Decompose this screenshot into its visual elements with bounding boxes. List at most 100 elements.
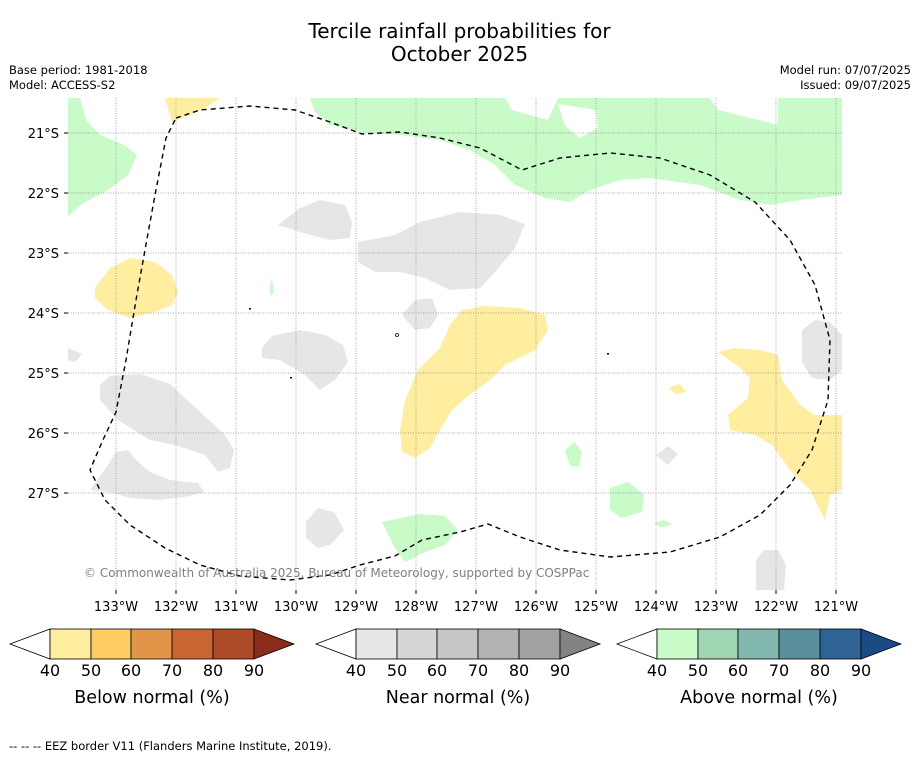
near-region-4 [262, 330, 348, 390]
below-region-5 [718, 348, 842, 520]
legend-below-tick: 70 [162, 661, 182, 680]
legend-above-low-arrow [615, 628, 658, 660]
legend-near-swatch-5 [518, 628, 561, 660]
lon-label: 125°W [574, 600, 618, 615]
legend-near-low-arrow [314, 628, 357, 660]
above-hole [558, 104, 598, 138]
above-region-north [310, 98, 842, 205]
legend-above-swatch-1 [656, 628, 699, 660]
above-normal-regions [68, 98, 842, 562]
legend-near-swatch-4 [477, 628, 520, 660]
metadata-right: Model run: 07/07/2025 Issued: 09/07/2025 [780, 63, 911, 93]
legend-near-tick: 80 [509, 661, 529, 680]
near-region-1 [278, 200, 352, 240]
lat-label: 27°S [28, 487, 59, 502]
island-mark [249, 308, 251, 310]
lon-label: 126°W [514, 600, 558, 615]
island-mark [395, 333, 399, 337]
legend-below-normal: 40 50 60 70 80 90 Below normal (%) [8, 628, 296, 708]
title-line-2: October 2025 [390, 42, 529, 66]
lat-label: 24°S [28, 307, 59, 322]
near-region-3 [402, 298, 438, 330]
legend-above-tick: 60 [728, 661, 748, 680]
above-region-south [382, 514, 458, 562]
above-region-west [68, 98, 137, 216]
legend-near-normal: 40 50 60 70 80 90 Near normal (%) [314, 628, 602, 708]
legend-below-tick: 80 [203, 661, 223, 680]
lon-label: 122°W [754, 600, 798, 615]
legend-near-label: Near normal (%) [386, 688, 531, 708]
lat-label: 22°S [28, 187, 59, 202]
below-region-2 [95, 258, 178, 318]
legend-below-label: Below normal (%) [74, 688, 229, 708]
legend-above-normal: 40 50 60 70 80 90 Above normal (%) [615, 628, 903, 708]
legend-near-swatch-2 [396, 628, 438, 660]
base-period: Base period: 1981-2018 [9, 63, 148, 77]
legend-near-tick: 70 [468, 661, 488, 680]
grid [68, 98, 842, 590]
copyright-notice: © Commonwealth of Australia 2025, Bureau… [84, 566, 589, 580]
lat-label: 21°S [28, 127, 59, 142]
eez-footnote: -- -- -- EEZ border V11 (Flanders Marine… [9, 739, 332, 753]
above-region-small-1 [565, 442, 582, 467]
legend-above-tick: 50 [688, 661, 708, 680]
near-region-9 [656, 446, 678, 465]
near-region-6 [90, 450, 204, 500]
near-region-8 [306, 508, 344, 548]
legend-above-tick: 40 [647, 661, 667, 680]
legend-above-tick: 90 [851, 661, 871, 680]
legend-near-swatch-3 [436, 628, 479, 660]
legend-below-tick: 90 [244, 661, 264, 680]
island-mark [290, 377, 292, 379]
above-region-small-2 [610, 482, 644, 518]
lon-label: 121°W [814, 600, 858, 615]
above-island-top-right [822, 123, 842, 130]
legend-below-swatch-4 [171, 628, 214, 660]
legend-above-swatch-3 [737, 628, 780, 660]
map-title: Tercile rainfall probabilities for Octob… [0, 20, 919, 66]
near-region-11 [756, 550, 786, 590]
lon-label: 133°W [94, 600, 138, 615]
legend-near-tick: 40 [346, 661, 366, 680]
legend-near-tick: 60 [427, 661, 447, 680]
legend-below-low-arrow [8, 628, 51, 660]
legend-below-swatch-1 [49, 628, 92, 660]
legend-above-swatch-5 [819, 628, 862, 660]
lon-label: 128°W [394, 600, 438, 615]
above-region-small-4 [270, 278, 274, 296]
legend-below-swatch-2 [90, 628, 132, 660]
legend-above-high-arrow [860, 628, 903, 660]
lon-label: 131°W [214, 600, 258, 615]
lon-labels: 133°W 132°W 131°W 130°W 129°W 128°W 127°… [94, 600, 858, 615]
map-area: 21°S 22°S 23°S 24°S 25°S 26°S 27°S 133°W… [28, 98, 858, 615]
legend-near-tick: 50 [387, 661, 407, 680]
axis-ticks [64, 132, 837, 594]
near-region-5 [100, 374, 234, 472]
lat-label: 23°S [28, 247, 59, 262]
near-normal-regions [68, 200, 842, 590]
lat-label: 26°S [28, 427, 59, 442]
above-region-small-3 [654, 520, 672, 527]
below-region-3 [400, 306, 548, 458]
island-mark [607, 353, 609, 355]
legend-below-tick: 50 [81, 661, 101, 680]
legend-near-swatch-1 [355, 628, 398, 660]
legend-below-swatch-3 [130, 628, 173, 660]
legend-below-tick: 40 [40, 661, 60, 680]
near-region-10 [802, 320, 842, 380]
metadata-left: Base period: 1981-2018 Model: ACCESS-S2 [9, 63, 148, 93]
legend-below-high-arrow [253, 628, 296, 660]
issued-date: Issued: 09/07/2025 [800, 78, 911, 92]
legend-near-tick: 90 [550, 661, 570, 680]
lon-label: 132°W [154, 600, 198, 615]
legend-above-swatch-4 [778, 628, 821, 660]
model-name: Model: ACCESS-S2 [9, 78, 116, 92]
legend-below-tick: 60 [121, 661, 141, 680]
legend-above-label: Above normal (%) [680, 688, 838, 708]
legend-above-swatch-2 [697, 628, 739, 660]
model-run: Model run: 07/07/2025 [779, 63, 911, 77]
lon-label: 127°W [454, 600, 498, 615]
lon-label: 130°W [274, 600, 318, 615]
below-region-1 [165, 98, 220, 122]
